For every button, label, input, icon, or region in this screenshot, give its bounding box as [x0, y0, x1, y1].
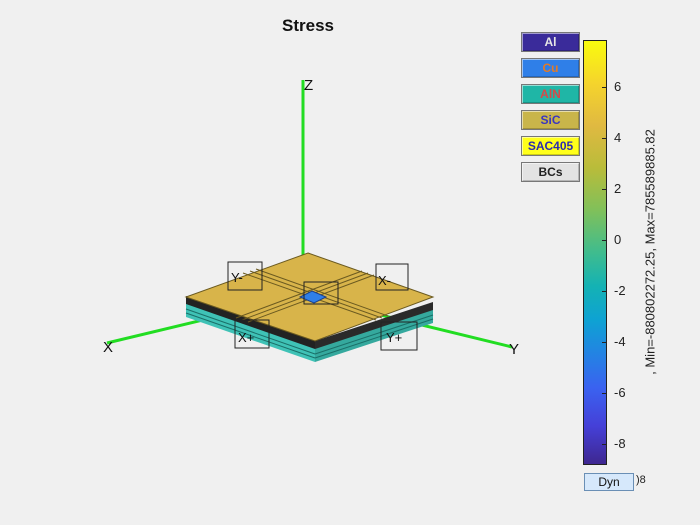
colorbar-tick-label: -8: [614, 436, 626, 452]
colorbar-tick-mark: [602, 291, 607, 293]
material-button-sic[interactable]: SiC: [521, 110, 580, 130]
colorbar: [583, 40, 607, 465]
colorbar-tick-label: 6: [614, 79, 622, 95]
x-axis-label: X: [103, 339, 113, 356]
y-axis-label: Y: [509, 341, 519, 358]
colorbar-tick-mark: [602, 240, 607, 242]
colorbar-tick-label: -6: [614, 385, 626, 401]
material-button-bcs[interactable]: BCs: [521, 162, 580, 182]
material-button-sac405[interactable]: SAC405: [521, 136, 580, 156]
colorbar-tick-label: 4: [614, 130, 622, 146]
bc-boxes: [227, 261, 418, 351]
colorbar-tick-label: 0: [614, 232, 622, 248]
colorbar-tick-label: 2: [614, 181, 622, 197]
colorbar-exponent: )8: [636, 474, 646, 486]
face-label-x-minus: X-: [378, 273, 391, 288]
plot-title: Stress: [282, 16, 334, 35]
colorbar-tick-mark: [602, 87, 607, 89]
face-label-y-minus: Y-: [231, 270, 243, 285]
copper-side-left: [186, 296, 315, 349]
colorbar-tick-mark: [602, 138, 607, 140]
copper-side-right: [315, 302, 433, 349]
face-label-y-plus: Y+: [386, 330, 402, 345]
colorbar-tick-mark: [602, 189, 607, 191]
z-axis-label: Z: [304, 77, 313, 94]
colorbar-tick-label: -4: [614, 334, 626, 350]
material-button-aln[interactable]: AlN: [521, 84, 580, 104]
colorbar-label-text: , Min=-880802272.25, Max=785589885.82: [642, 129, 658, 375]
dyn-button[interactable]: Dyn: [584, 473, 634, 491]
colorbar-tick-mark: [602, 393, 607, 395]
material-button-al[interactable]: Al: [521, 32, 580, 52]
colorbar-tick-mark: [602, 342, 607, 344]
colorbar-tick-mark: [602, 444, 607, 446]
material-button-cu[interactable]: Cu: [521, 58, 580, 78]
face-label-x-plus: X+: [238, 330, 254, 345]
colorbar-tick-label: -2: [614, 283, 626, 299]
